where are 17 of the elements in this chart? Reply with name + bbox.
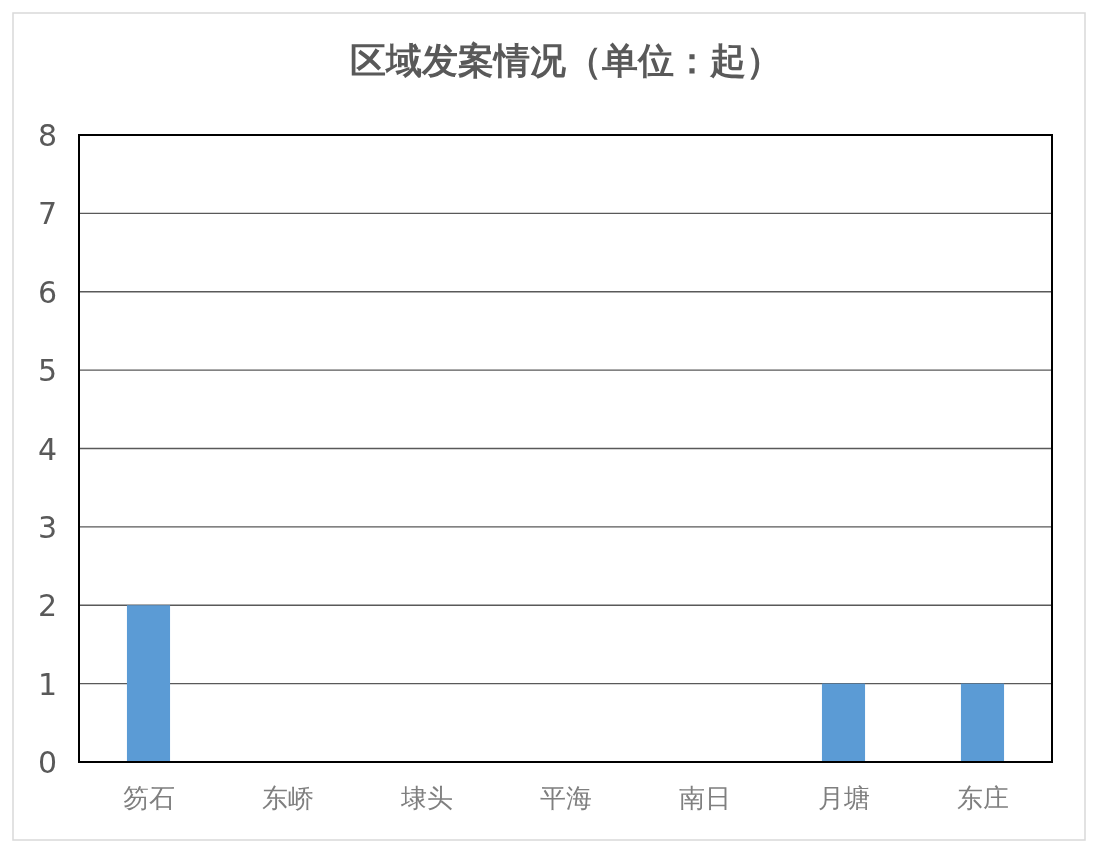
y-tick-label: 0 (37, 745, 57, 780)
y-tick-label: 7 (37, 196, 57, 232)
y-tick-label: 2 (37, 588, 57, 624)
y-tick-label: 1 (37, 666, 57, 702)
y-tick-label: 8 (37, 118, 57, 153)
chart-title: 区域发案情况（单位：起） (349, 40, 782, 81)
x-tick-label: 平海 (539, 783, 592, 813)
x-tick-label: 月塘 (817, 783, 870, 813)
y-tick-label: 3 (37, 509, 57, 545)
x-tick-label: 笏石 (122, 783, 175, 813)
x-tick-label: 东峤 (261, 783, 314, 813)
y-tick-label: 4 (37, 431, 57, 467)
y-tick-label: 5 (37, 353, 57, 389)
x-tick-label: 埭头 (399, 783, 453, 813)
x-tick-label: 东庄 (956, 783, 1009, 813)
x-tick-label: 南日 (678, 783, 731, 813)
y-tick-label: 6 (37, 274, 57, 310)
